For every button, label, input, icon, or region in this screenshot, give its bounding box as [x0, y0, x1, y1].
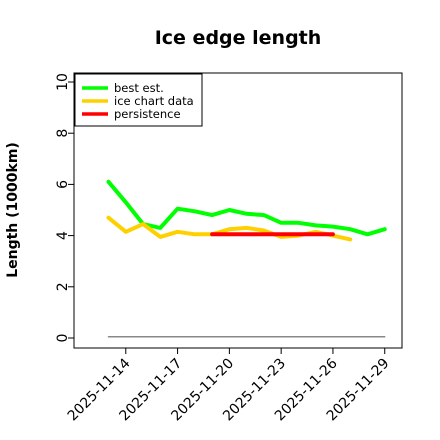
- y-axis-label: Length (1000km): [5, 142, 21, 278]
- series-layer: [106, 179, 387, 338]
- series-line-best-est: [106, 179, 387, 237]
- y-tick-label: 0: [55, 334, 71, 343]
- x-axis: 2025-11-142025-11-172025-11-202025-11-23…: [65, 348, 393, 424]
- plot-frame: [73, 72, 403, 349]
- legend-box: [74, 73, 203, 127]
- chart-title: Ice edge length: [155, 27, 322, 49]
- y-axis: 0 2 4 6 8 10: [55, 73, 74, 342]
- legend: best est. ice chart data persistence: [74, 73, 203, 127]
- y-tick-label: 8: [55, 129, 71, 138]
- y-tick-label: 10: [55, 73, 71, 91]
- legend-label-persistence: persistence: [114, 107, 181, 121]
- y-tick-label: 4: [55, 231, 71, 240]
- y-tick-label: 6: [55, 180, 71, 189]
- y-tick-label: 2: [55, 282, 71, 291]
- legend-label-ice-chart-data: ice chart data: [114, 94, 194, 108]
- legend-label-best-est: best est.: [114, 81, 164, 95]
